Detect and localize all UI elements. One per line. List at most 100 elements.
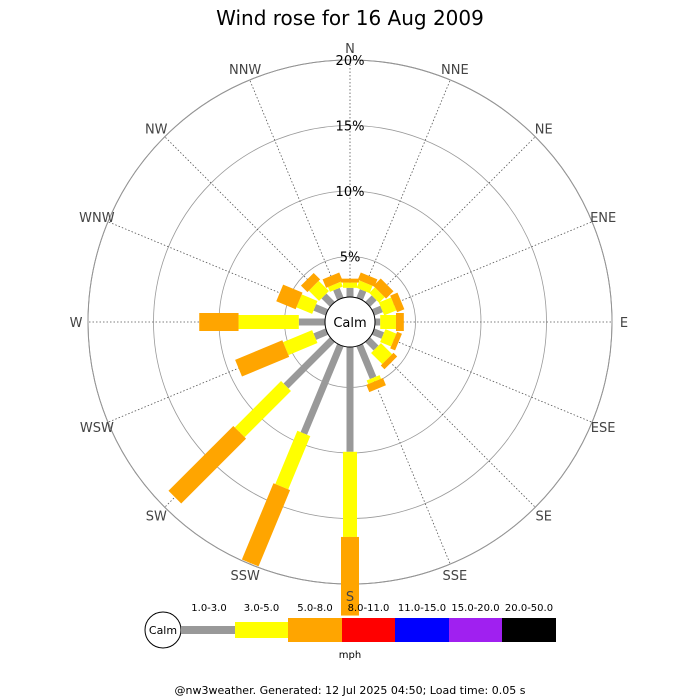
bar-ese-3.0-5.0 [380,329,397,347]
bar-nnw-5.0-8.0 [322,272,343,288]
spoke-ese [372,331,593,423]
bar-ene [371,292,405,316]
bar-nne-1.0-3.0 [356,289,367,301]
bar-nw-5.0-8.0 [300,272,321,293]
bar-nw-1.0-3.0 [321,293,335,307]
bar-wnw-3.0-5.0 [296,294,318,314]
legend-swatch-11.0-15.0 [395,618,449,642]
legend-label-3.0-5.0: 3.0-5.0 [244,603,279,614]
bar-wsw-5.0-8.0 [235,340,290,377]
bar-sw-3.0-5.0 [234,381,291,438]
direction-label-wnw: WNW [79,211,115,226]
legend-label-15.0-20.0: 15.0-20.0 [451,603,499,614]
bar-se-1.0-3.0 [365,337,379,351]
bar-ene-3.0-5.0 [378,297,397,316]
bar-sse-5.0-8.0 [366,377,386,393]
bar-n-1.0-3.0 [346,287,354,297]
spoke-nne [359,79,451,300]
bar-wnw [276,284,329,316]
legend-label-8.0-11.0: 8.0-11.0 [348,603,390,614]
ring-label-15: 15% [336,120,365,135]
bar-ese-1.0-3.0 [371,328,385,339]
legend-label-20.0-50.0: 20.0-50.0 [505,603,553,614]
legend-swatch-5.0-8.0 [288,618,342,642]
calm-circle [324,296,376,348]
spoke-ene [372,221,593,313]
direction-label-ene: ENE [590,211,616,226]
legend-label-11.0-15.0: 11.0-15.0 [398,603,446,614]
bar-ese-5.0-8.0 [390,331,402,351]
legend-label-5.0-8.0: 5.0-8.0 [297,603,332,614]
legend-swatch-15.0-20.0 [449,618,502,642]
bar-ssw-3.0-5.0 [275,430,311,490]
bar-nnw-3.0-5.0 [327,281,343,292]
legend-swatch-20.0-50.0 [502,618,556,642]
bar-nne [356,272,378,301]
direction-label-w: W [70,316,83,331]
spoke-nw [164,136,333,305]
bar-nnw-1.0-3.0 [333,287,344,301]
bar-s-5.0-8.0 [341,536,359,616]
bar-s-1.0-3.0 [346,347,354,452]
ring-label-5: 5% [340,251,361,266]
bar-ese [371,328,402,351]
bar-ne-1.0-3.0 [365,295,377,307]
legend-calm-label: Calm [149,624,177,637]
bar-sse [356,343,386,393]
direction-label-sw: SW [146,510,167,525]
ring-label-20: 20% [336,54,365,69]
bar-e-5.0-8.0 [395,313,404,331]
direction-label-sse: SSE [442,569,467,584]
bar-w-5.0-8.0 [199,313,239,331]
bar-nne-5.0-8.0 [357,272,378,287]
bar-wsw [235,328,329,377]
legend-swatch-3.0-5.0 [235,622,288,638]
bar-w [199,313,325,331]
bar-ssw-1.0-3.0 [300,343,344,435]
spoke-ne [367,136,536,305]
bar-sw-1.0-3.0 [283,337,335,389]
bar-n-5.0-8.0 [341,278,359,283]
bar-sw-5.0-8.0 [168,425,247,504]
bar-w-1.0-3.0 [298,318,325,326]
bar-s [341,347,359,616]
bar-se [365,337,398,370]
bar-n-3.0-5.0 [343,282,357,288]
direction-label-se: SE [536,510,552,525]
bar-ne-3.0-5.0 [369,287,385,303]
bar-ne [365,278,394,307]
direction-label-ssw: SSW [230,569,260,584]
direction-label-s: S [346,590,354,605]
direction-label-nnw: NNW [229,63,261,78]
bar-nnw [322,272,344,301]
bar-nne-3.0-5.0 [356,280,373,294]
bar-wnw-5.0-8.0 [276,284,303,310]
bar-e-3.0-5.0 [380,315,396,329]
ring-label-10: 10% [336,185,365,200]
chart-title: Wind rose for 16 Aug 2009 [216,6,484,30]
bar-wnw-1.0-3.0 [313,304,329,316]
calm-label: Calm [333,316,366,331]
bar-e-1.0-3.0 [375,318,381,326]
spoke-nnw [249,79,341,300]
legend-swatch-8.0-11.0 [342,618,395,642]
bar-ne-5.0-8.0 [373,278,394,299]
bar-nw-3.0-5.0 [308,280,329,301]
bar-n [341,278,359,297]
direction-label-ne: NE [535,122,553,137]
bar-s-3.0-5.0 [343,451,357,537]
legend-swatch-1.0-3.0 [181,626,235,634]
spoke-se [367,339,536,508]
legend-unit-label: mph [339,650,361,661]
bar-sse-1.0-3.0 [356,343,377,380]
bar-sse-3.0-5.0 [366,375,382,385]
bar-wsw-1.0-3.0 [313,328,329,340]
direction-label-n: N [345,42,355,57]
bar-wsw-3.0-5.0 [283,330,318,356]
direction-label-wsw: WSW [80,421,114,436]
direction-label-nne: NNE [441,63,469,78]
bar-ssw-5.0-8.0 [241,483,291,567]
direction-label-ese: ESE [591,421,616,436]
footer-credit: @nw3weather. Generated: 12 Jul 2025 04:5… [174,684,526,697]
bar-ene-5.0-8.0 [390,292,405,313]
